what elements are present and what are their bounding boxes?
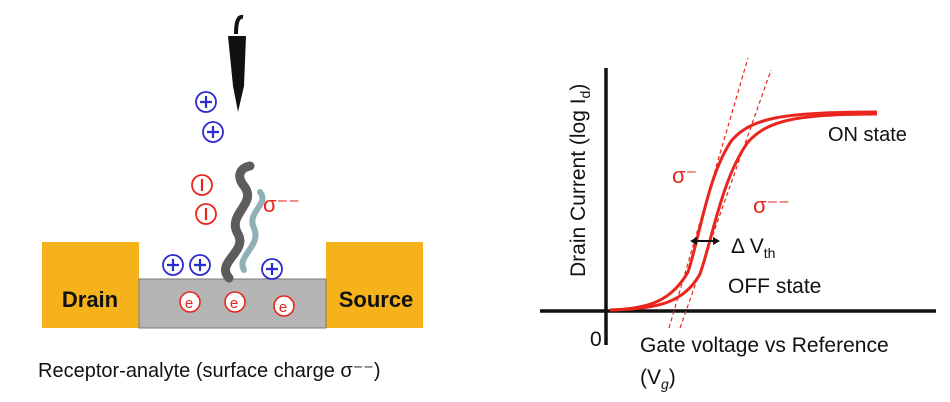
x-axis-label: Gate voltage vs Reference [640, 334, 889, 357]
svg-text:e: e [230, 295, 238, 312]
negative-charge-icon [195, 203, 217, 225]
positive-charge-icon [162, 254, 184, 276]
probe-icon [228, 14, 246, 112]
drain-label: Drain [62, 287, 118, 312]
sigma-minus-minus-label: σ⁻⁻ [753, 193, 790, 218]
analyte-strand [239, 189, 266, 273]
y-axis-label: Drain Current (log Id) [567, 84, 593, 277]
on-state-label: ON state [828, 124, 907, 146]
transfer-curve-graph: Drain Current (log Id) 0 Gate voltage vs… [540, 57, 936, 392]
delta-vth-arrow [690, 237, 720, 245]
positive-charge-icon [202, 121, 224, 143]
negative-charge-icon [191, 174, 213, 196]
left-caption: Receptor-analyte (surface charge σ⁻⁻) [38, 360, 381, 382]
source-electrode [326, 242, 423, 328]
x-axis-label-unit: (Vg) [640, 366, 676, 392]
positive-charge-icon [195, 91, 217, 113]
electron-icon: e - [273, 295, 295, 317]
svg-text:-: - [290, 295, 293, 305]
delta-vth-label: Δ Vth [731, 235, 775, 261]
curve-sigma-minus [609, 110, 878, 312]
drain-electrode [42, 242, 139, 328]
positive-charge-icon [189, 254, 211, 276]
sensor-diagram: Drain Source [38, 14, 423, 382]
sigma-minus-label: σ⁻ [672, 163, 697, 188]
off-state-label: OFF state [728, 275, 821, 298]
svg-text:-: - [196, 291, 199, 301]
electron-icon: e - [179, 291, 201, 313]
sigma-label: σ⁻⁻ [263, 192, 300, 217]
source-label: Source [339, 287, 414, 312]
svg-text:e: e [185, 295, 193, 312]
svg-text:-: - [241, 291, 244, 301]
origin-label: 0 [590, 328, 602, 351]
curve-sigma-minus-minus [609, 112, 878, 312]
svg-text:e: e [279, 299, 287, 316]
tangent-line [679, 69, 772, 329]
receptor-strand [221, 161, 255, 283]
electron-icon: e - [224, 291, 246, 313]
positive-charge-icon [261, 258, 283, 280]
